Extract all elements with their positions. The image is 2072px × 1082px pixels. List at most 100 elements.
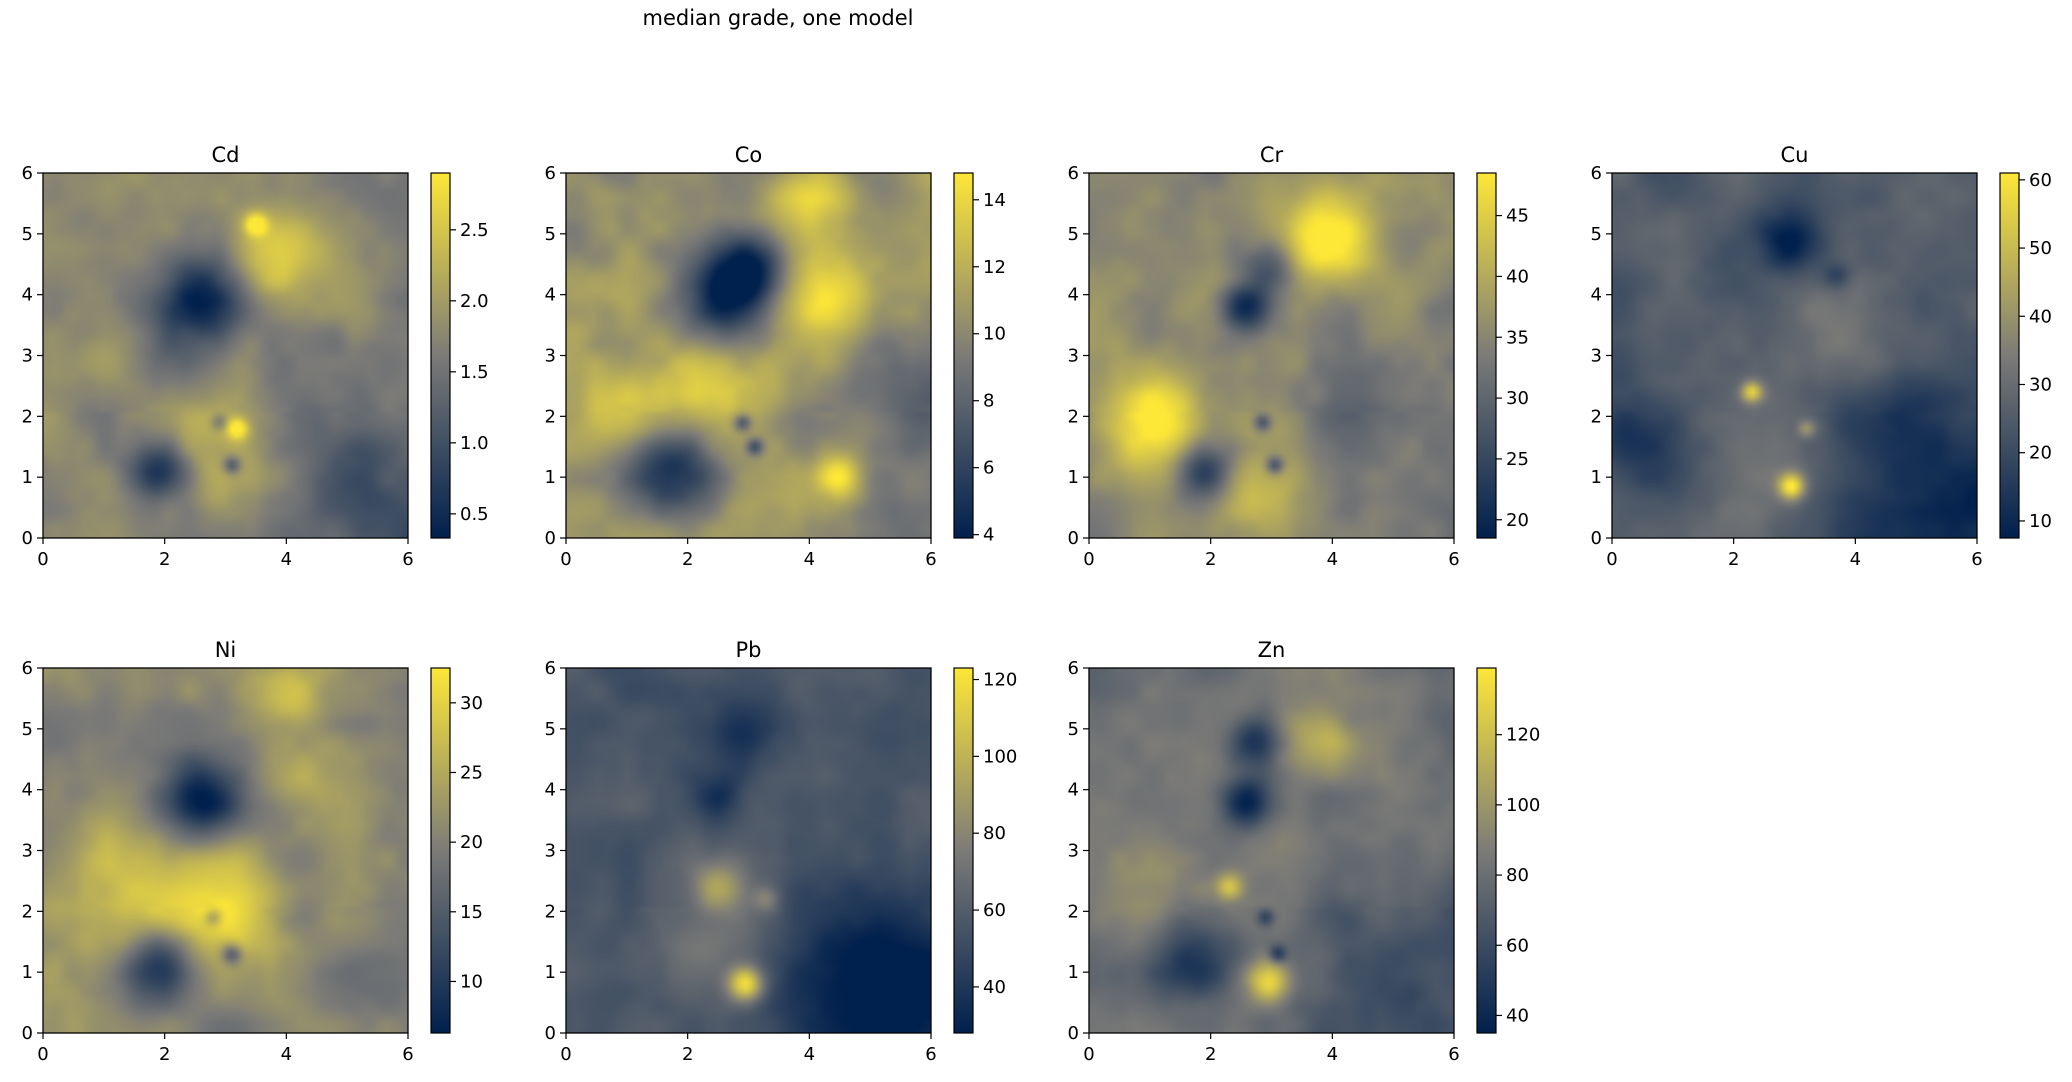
colorbar-tick-label: 80 (1506, 865, 1529, 886)
panel-title: Pb (736, 638, 762, 662)
colorbar-tick-label: 30 (460, 693, 483, 714)
x-tick-label: 2 (1205, 549, 1216, 570)
colorbar-tick-label: 120 (983, 670, 1017, 691)
panel-title: Cr (1260, 143, 1284, 167)
colorbar-tick-label: 20 (1506, 510, 1529, 531)
colorbar-tick-label: 12 (983, 257, 1006, 278)
colorbar-tick-label: 40 (1506, 1005, 1529, 1026)
colorbar-tick-label: 8 (983, 391, 994, 412)
y-tick-label: 1 (1068, 962, 1079, 983)
colorbar-tick-label: 0.5 (460, 504, 489, 525)
y-tick-label: 2 (22, 901, 33, 922)
colorbar-tick-label: 40 (2029, 306, 2052, 327)
figure-title: median grade, one model (643, 6, 914, 30)
panel-title: Ni (215, 638, 237, 662)
x-tick-label: 4 (804, 549, 815, 570)
colorbar-tick-label: 10 (2029, 511, 2052, 532)
y-tick-label: 0 (22, 1023, 33, 1044)
x-tick-label: 4 (1327, 1044, 1338, 1065)
y-tick-label: 1 (1068, 467, 1079, 488)
x-tick-label: 6 (1448, 549, 1459, 570)
y-tick-label: 0 (545, 1023, 556, 1044)
colorbar-tick-label: 2.5 (460, 220, 489, 241)
x-tick-label: 6 (402, 1044, 413, 1065)
panel-ni: Ni 0 2 4 6 0 1 2 3 4 5 6 10 15 20 25 30 (22, 638, 483, 1065)
colorbar-tick-label: 40 (1506, 266, 1529, 287)
y-tick-label: 6 (1591, 163, 1602, 184)
y-tick-label: 5 (545, 719, 556, 740)
panel-title: Co (735, 143, 763, 167)
colorbar-tick-label: 30 (2029, 374, 2052, 395)
x-tick-label: 2 (682, 1044, 693, 1065)
x-tick-label: 6 (1971, 549, 1982, 570)
colorbar (953, 667, 974, 1034)
colorbar-tick-label: 60 (1506, 935, 1529, 956)
y-tick-label: 4 (22, 285, 33, 306)
y-tick-label: 4 (1068, 780, 1079, 801)
y-tick-label: 6 (22, 658, 33, 679)
y-tick-label: 0 (1068, 1023, 1079, 1044)
heatmap-image (1089, 173, 1454, 538)
y-tick-label: 3 (545, 841, 556, 862)
x-tick-label: 6 (1448, 1044, 1459, 1065)
colorbar-tick-label: 30 (1506, 388, 1529, 409)
x-tick-label: 6 (402, 549, 413, 570)
y-tick-label: 3 (1068, 346, 1079, 367)
y-tick-label: 6 (22, 163, 33, 184)
x-tick-label: 4 (281, 549, 292, 570)
y-tick-label: 4 (1068, 285, 1079, 306)
x-tick-label: 2 (1728, 549, 1739, 570)
colorbar-tick-label: 25 (1506, 449, 1529, 470)
colorbar-tick-label: 15 (460, 902, 483, 923)
heatmap-image (566, 668, 931, 1033)
colorbar (1476, 172, 1497, 539)
colorbar-tick-label: 25 (460, 762, 483, 783)
colorbar-tick-label: 120 (1506, 725, 1540, 746)
x-tick-label: 0 (37, 1044, 48, 1065)
colorbar-tick-label: 1.0 (460, 433, 489, 454)
x-tick-label: 4 (1327, 549, 1338, 570)
y-tick-label: 6 (1068, 658, 1079, 679)
colorbar-tick-label: 60 (2029, 170, 2052, 191)
y-tick-label: 0 (22, 528, 33, 549)
y-tick-label: 6 (1068, 163, 1079, 184)
x-tick-label: 0 (1083, 549, 1094, 570)
x-tick-label: 4 (804, 1044, 815, 1065)
x-tick-label: 0 (1083, 1044, 1094, 1065)
y-tick-label: 5 (1068, 719, 1079, 740)
y-tick-label: 2 (1591, 406, 1602, 427)
colorbar-tick-label: 80 (983, 823, 1006, 844)
colorbar (430, 667, 451, 1034)
colorbar-tick-label: 100 (1506, 795, 1540, 816)
y-tick-label: 5 (1068, 224, 1079, 245)
y-tick-label: 2 (1068, 406, 1079, 427)
y-tick-label: 4 (545, 285, 556, 306)
colorbar-tick-label: 1.5 (460, 362, 489, 383)
y-tick-label: 4 (22, 780, 33, 801)
panel-title: Cu (1781, 143, 1809, 167)
colorbar-tick-label: 40 (983, 977, 1006, 998)
panel-title: Cd (212, 143, 240, 167)
heatmap-image (43, 173, 408, 538)
colorbar-tick-label: 4 (983, 525, 994, 546)
y-tick-label: 1 (545, 962, 556, 983)
panel-title: Zn (1258, 638, 1286, 662)
y-tick-label: 3 (545, 346, 556, 367)
y-tick-label: 2 (22, 406, 33, 427)
colorbar (430, 172, 451, 539)
y-tick-label: 6 (545, 658, 556, 679)
y-tick-label: 2 (545, 406, 556, 427)
y-tick-label: 2 (545, 901, 556, 922)
y-tick-label: 0 (1068, 528, 1079, 549)
colorbar (1999, 172, 2020, 539)
x-tick-label: 2 (682, 549, 693, 570)
x-tick-label: 4 (1850, 549, 1861, 570)
colorbar-tick-label: 50 (2029, 238, 2052, 259)
x-tick-label: 6 (925, 549, 936, 570)
x-tick-label: 2 (159, 549, 170, 570)
